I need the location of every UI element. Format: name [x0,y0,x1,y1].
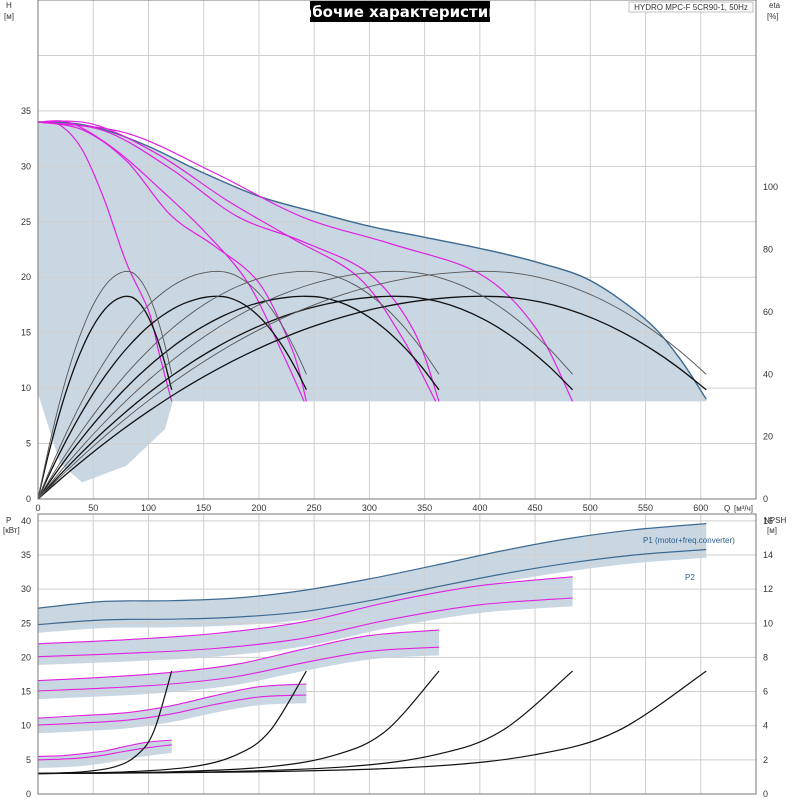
efficiency-curve [37,295,707,500]
npsh-tick-label: 16 [763,516,773,526]
flow-tick-label: 550 [638,503,653,513]
flow-tick-label: 250 [307,503,322,513]
flow-tick-label: 300 [362,503,377,513]
head-curve [37,121,574,402]
power-curve [37,646,440,692]
head-tick-label: 0 [26,494,31,504]
power-curve [37,576,573,645]
head-tick-label: 30 [21,161,31,171]
npsh-tick-label: 14 [763,550,773,560]
flow-tick-label: 200 [251,503,266,513]
head-tick-label: 15 [21,328,31,338]
power-tick-label: 15 [21,687,31,697]
p1-curve [37,523,707,609]
power-tick-label: 25 [21,618,31,628]
npsh-curve [37,670,173,775]
p2-curve [37,548,707,626]
head-tick-label: 35 [21,106,31,116]
npsh-axis-unit: [м] [767,526,777,535]
flow-tick-label: 350 [417,503,432,513]
power-curve [37,744,172,761]
head-tick-label: 5 [26,439,31,449]
eta-tick-label: 0 [763,494,768,504]
power-tick-label: 35 [21,550,31,560]
power-curve [37,694,307,726]
flow-axis-unit: [м³/ч] [734,504,753,513]
power-tick-label: 40 [21,516,31,526]
efficiency-curve [37,295,574,500]
model-label: HYDRO MPC-F 5CR90-1, 50Hz [634,3,748,12]
head-tick-label: 20 [21,272,31,282]
efficiency-curve [37,270,707,500]
power-band [38,684,307,734]
flow-tick-label: 600 [693,503,708,513]
npsh-axis-label: NPSH [764,516,786,525]
flow-tick-label: 100 [141,503,156,513]
power-band [38,576,573,665]
power-tick-label: 0 [26,789,31,799]
flow-tick-label: 150 [196,503,211,513]
npsh-tick-label: 10 [763,618,773,628]
power-band [38,630,439,700]
head-curve [37,120,437,402]
flow-tick-label: 50 [88,503,98,513]
flow-tick-label: 400 [472,503,487,513]
power-tick-label: 10 [21,721,31,731]
head-tick-label: 25 [21,217,31,227]
model-label-box [628,1,754,13]
efficiency-curve [37,270,573,500]
npsh-tick-label: 2 [763,755,768,765]
flow-tick-label: 0 [35,503,40,513]
p2-series-label: P2 [685,573,695,582]
npsh-tick-label: 4 [763,721,768,731]
eta-tick-label: 40 [763,369,773,379]
chart-title: Рабочие характеристики [291,3,509,21]
power-curve [37,597,573,658]
eta-tick-label: 80 [763,245,773,255]
flow-axis-label: Q [724,504,730,513]
head-axis-unit: [м] [4,12,14,21]
eta-axis-label: eta [769,1,781,10]
power-axis-label: P [6,516,11,525]
head-axis-label: H [6,1,12,10]
head-tick-label: 10 [21,383,31,393]
chart-title-box [310,1,490,22]
power-band [38,740,172,768]
efficiency-curve [37,270,173,500]
head-curve [37,121,307,402]
efficiency-curve [37,270,307,500]
head-curve [37,121,440,402]
efficiency-curve [37,270,440,500]
efficiency-curve [37,295,307,500]
p1-series-label: P1 (motor+freq.converter) [643,536,735,545]
head-curve [37,121,173,402]
power-band [38,523,707,633]
npsh-tick-label: 0 [763,789,768,799]
power-tick-label: 5 [26,755,31,765]
head-envelope-curve [37,121,707,400]
flow-tick-label: 500 [583,503,598,513]
power-curve [37,683,307,719]
npsh-curve [37,670,707,775]
npsh-tick-label: 6 [763,687,768,697]
power-curve [37,629,440,682]
head-operating-region [38,122,707,483]
flow-tick-label: 450 [528,503,543,513]
head-curve [37,120,305,402]
efficiency-curve [37,295,173,500]
eta-tick-label: 20 [763,432,773,442]
power-plot-frame [37,513,757,795]
npsh-tick-label: 12 [763,584,773,594]
efficiency-curve [37,295,440,500]
power-tick-label: 20 [21,652,31,662]
eta-axis-unit: [%] [767,12,779,21]
power-axis-unit: [кВт] [3,526,20,535]
eta-tick-label: 60 [763,307,773,317]
eta-tick-label: 100 [763,182,778,192]
npsh-tick-label: 8 [763,652,768,662]
head-plot-frame [37,0,757,500]
power-tick-label: 30 [21,584,31,594]
